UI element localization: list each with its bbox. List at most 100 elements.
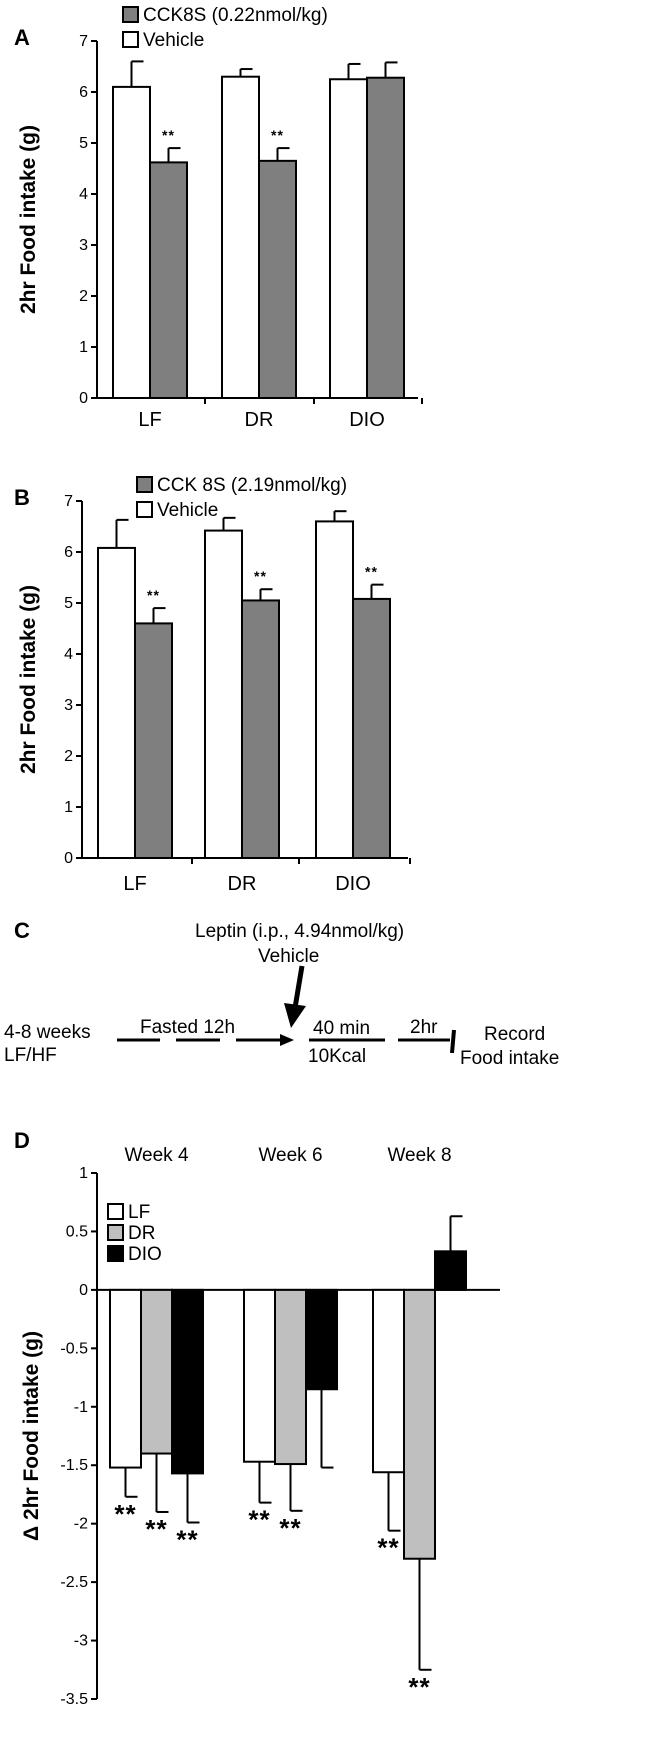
y-tick-label: 0.5 <box>66 1223 88 1240</box>
panel-a-label: A <box>14 25 30 50</box>
legend-swatch <box>136 476 153 493</box>
y-tick-label: -1.5 <box>60 1457 88 1474</box>
y-tick-label: 2 <box>64 748 73 765</box>
bar <box>112 85 151 400</box>
y-axis-label: 2hr Food intake (g) <box>17 125 40 314</box>
y-tick-label: -3.5 <box>60 1691 88 1708</box>
y-tick-label: 4 <box>79 186 88 203</box>
bar <box>149 161 188 399</box>
timeline-arrowhead <box>280 1034 294 1046</box>
y-tick-label: 2 <box>79 288 88 305</box>
panel-d-label: D <box>14 1128 30 1153</box>
significance-annotation: ** <box>365 564 378 580</box>
panel-d-chart: D -3.5 -3 -2.5 -2 -1.5 -1 -0.5 0 0.5 1 Δ 2hr Food … <box>14 1128 500 1708</box>
panel-c-protocol-diagram: C Leptin (i.p., 4.94nmol/kg) Vehicle 4-8… <box>4 918 559 1069</box>
bar <box>315 520 354 860</box>
y-tick-label: 0 <box>64 850 73 867</box>
x-category-label: LF <box>123 873 146 895</box>
significance-annotation: ** <box>145 1514 167 1544</box>
x-category-label: Week 6 <box>258 1145 322 1166</box>
x-category-label: DIO <box>349 409 385 431</box>
x-category-label: Week 8 <box>387 1145 451 1166</box>
timeline-end-marker <box>450 1029 456 1054</box>
panel-c-label: C <box>14 918 30 943</box>
bar <box>434 1250 467 1291</box>
x-category-label: LF <box>138 409 161 431</box>
legend-swatch <box>122 6 139 23</box>
y-tick-label: -3 <box>74 1633 88 1650</box>
y-tick-label: -2 <box>74 1516 88 1533</box>
significance-annotation: ** <box>248 1505 270 1535</box>
bar <box>274 1288 307 1466</box>
outcome-label-line1: Record <box>484 1024 545 1045</box>
x-category-label: DR <box>228 873 257 895</box>
bar <box>366 76 405 399</box>
bar <box>204 529 243 860</box>
y-tick-label: 1 <box>64 799 73 816</box>
bar <box>258 159 297 399</box>
y-tick-label: -2.5 <box>60 1574 88 1591</box>
legend-swatch <box>122 31 139 48</box>
y-tick-label: 6 <box>64 544 73 561</box>
x-category-label: DR <box>245 409 274 431</box>
legend-entry-label: DIO <box>128 1244 162 1265</box>
significance-annotation: ** <box>162 127 175 143</box>
y-tick-label: -1 <box>74 1399 88 1416</box>
bar <box>243 1288 276 1463</box>
y-tick-label: -0.5 <box>60 1340 88 1357</box>
bar <box>109 1288 142 1469</box>
significance-annotation: ** <box>377 1533 399 1563</box>
y-tick-label: 1 <box>79 1165 88 1182</box>
significance-annotation: ** <box>271 127 284 143</box>
x-category-label: Week 4 <box>124 1145 189 1166</box>
y-tick-label: 0 <box>79 390 88 407</box>
bar <box>140 1288 173 1455</box>
control-label: Vehicle <box>258 946 319 967</box>
y-tick-label: 7 <box>64 493 73 510</box>
y-tick-label: 6 <box>79 84 88 101</box>
legend-swatch <box>136 501 153 518</box>
bar <box>352 597 391 859</box>
fasting-label: Fasted 12h <box>140 1017 235 1038</box>
bar <box>134 622 173 860</box>
meal-label: 10Kcal <box>308 1046 366 1067</box>
panel-a-chart: A 0 1 2 3 4 5 6 7 2hr Food intake (g) LF DR DIO ** **… <box>14 5 423 431</box>
interval-label: 40 min <box>313 1018 370 1039</box>
y-tick-label: 3 <box>79 237 88 254</box>
bar <box>372 1288 405 1474</box>
legend-entry-label: Vehicle <box>143 30 204 51</box>
y-axis-label: 2hr Food intake (g) <box>17 585 40 774</box>
y-tick-label: 5 <box>79 135 88 152</box>
diet-label: LF/HF <box>4 1045 57 1066</box>
injection-arrow-shaft <box>292 965 305 1009</box>
legend-entry-label: CCK 8S (2.19nmol/kg) <box>157 475 347 496</box>
y-tick-label: 1 <box>79 339 88 356</box>
significance-annotation: ** <box>279 1513 301 1543</box>
bar <box>171 1288 204 1475</box>
y-tick-label: 0 <box>79 1282 88 1299</box>
legend-swatch <box>107 1245 124 1262</box>
y-tick-label: 3 <box>64 697 73 714</box>
period-label: 2hr <box>410 1017 438 1038</box>
y-tick-label: 5 <box>64 595 73 612</box>
outcome-label-line2: Food intake <box>460 1048 559 1069</box>
significance-annotation: ** <box>147 587 160 603</box>
bar <box>403 1288 436 1560</box>
diet-duration-label: 4-8 weeks <box>4 1022 91 1043</box>
legend-swatch <box>107 1203 124 1220</box>
bar <box>305 1288 338 1391</box>
bar <box>241 599 280 859</box>
significance-annotation: ** <box>176 1524 198 1554</box>
y-axis-label: Δ 2hr Food intake (g) <box>20 1331 43 1541</box>
injection-arrowhead <box>284 1003 306 1028</box>
panel-b-chart: B 0 1 2 3 4 5 6 7 2hr Food intake (g) LF DR DIO ** **… <box>14 475 411 895</box>
treatment-label: Leptin (i.p., 4.94nmol/kg) <box>195 921 404 942</box>
y-tick-label: 4 <box>64 646 73 663</box>
panel-b-label: B <box>14 485 30 510</box>
legend-entry-label: Vehicle <box>157 500 218 521</box>
bar <box>329 78 368 399</box>
bar <box>221 75 260 399</box>
significance-annotation: ** <box>114 1499 136 1529</box>
legend-entry-label: LF <box>128 1202 150 1223</box>
